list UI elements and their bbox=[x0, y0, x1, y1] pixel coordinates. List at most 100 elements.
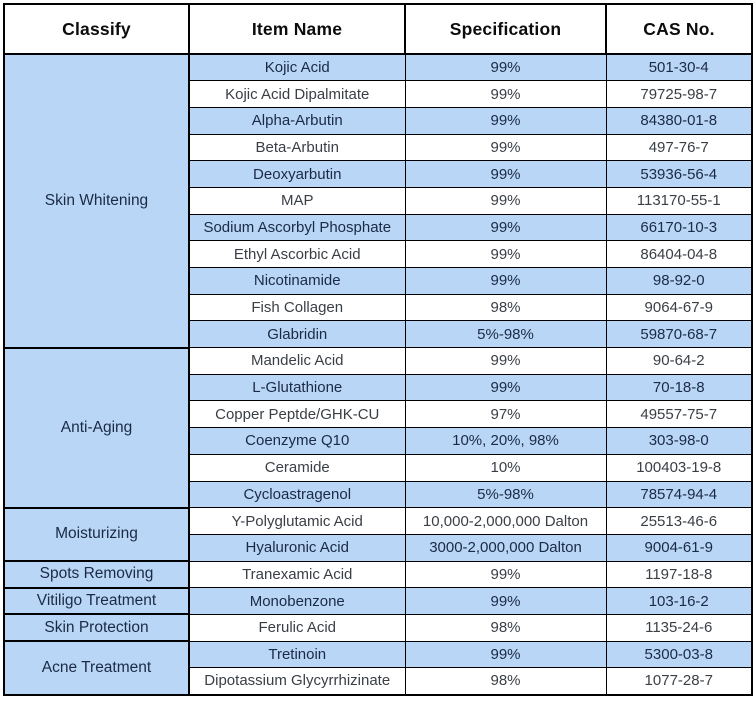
cas-number-cell: 497-76-7 bbox=[605, 133, 753, 162]
cas-number-cell: 86404-04-8 bbox=[605, 240, 753, 268]
item-name-cell: Coenzyme Q10 bbox=[188, 427, 406, 455]
item-name-cell: Ethyl Ascorbic Acid bbox=[188, 240, 406, 268]
item-name-cell: Ferulic Acid bbox=[188, 613, 406, 642]
item-name-cell: L-Glutathione bbox=[188, 373, 406, 402]
specification-cell: 99% bbox=[404, 560, 607, 589]
item-name-cell: Glabridin bbox=[188, 320, 406, 349]
item-name-cell: Hyaluronic Acid bbox=[188, 533, 406, 562]
specification-cell: 97% bbox=[404, 400, 607, 429]
cas-number-cell: 100403-19-8 bbox=[605, 453, 753, 482]
column-header-cas-no: CAS No. bbox=[605, 3, 753, 55]
item-name-cell: Y-Polyglutamic Acid bbox=[188, 507, 406, 535]
specification-cell: 5%-98% bbox=[404, 480, 607, 509]
table-row: Ceramide 10% 100403-19-8 bbox=[4, 453, 753, 482]
item-name-cell: MAP bbox=[188, 186, 406, 215]
item-name-cell: Dipotassium Glycyrrhizinate bbox=[188, 667, 406, 695]
item-name-cell: Mandelic Acid bbox=[188, 347, 406, 375]
column-header-classify: Classify bbox=[3, 3, 190, 55]
table-row: Moisturizing Y-Polyglutamic Acid 10,000-2,… bbox=[3, 506, 753, 563]
cas-number-cell: 90-64-2 bbox=[605, 347, 753, 375]
table-row: Skin Whitening Kojic Acid 99% 501-30-4 bbox=[3, 53, 753, 349]
classify-cell-moisturizing: Moisturizing bbox=[3, 506, 190, 563]
cas-number-cell: 59870-68-7 bbox=[605, 320, 753, 349]
specification-cell: 98% bbox=[404, 667, 607, 695]
classify-cell-acne-treatment: Acne Treatment bbox=[3, 640, 190, 696]
cas-number-cell: 25513-46-6 bbox=[605, 507, 753, 535]
specification-cell: 99% bbox=[404, 587, 607, 615]
item-name-cell: Tranexamic Acid bbox=[188, 560, 406, 589]
item-name-cell: Ceramide bbox=[188, 453, 406, 482]
specification-cell: 5%-98% bbox=[404, 320, 607, 349]
cas-number-cell: 103-16-2 bbox=[605, 587, 753, 615]
item-name-cell: Nicotinamide bbox=[188, 267, 406, 295]
classify-cell-anti-aging: Anti-Aging bbox=[3, 346, 190, 509]
item-name-cell: Deoxyarbutin bbox=[188, 160, 406, 188]
table-row: Copper Peptde/GHK-CU 97% 49557-75-7 bbox=[4, 400, 753, 429]
item-name-cell: Beta-Arbutin bbox=[188, 133, 406, 162]
table-row: Glabridin 5%-98% 59870-68-7 bbox=[4, 320, 753, 349]
specification-cell: 10% bbox=[404, 453, 607, 482]
classify-cell-skin-protection: Skin Protection bbox=[3, 613, 190, 643]
table-body: Skin Whitening Kojic Acid 99% 501-30-4 Kojic… bbox=[3, 53, 753, 696]
classify-cell-vitiligo-treatment: Vitiligo Treatment bbox=[3, 586, 190, 616]
cas-number-cell: 1077-28-7 bbox=[605, 667, 753, 695]
cas-number-cell: 53936-56-4 bbox=[605, 160, 753, 188]
cas-number-cell: 303-98-0 bbox=[605, 427, 753, 455]
cas-number-cell: 70-18-8 bbox=[605, 373, 753, 402]
specification-cell: 99% bbox=[404, 160, 607, 188]
item-name-cell: Copper Peptde/GHK-CU bbox=[188, 400, 406, 429]
table-row: Coenzyme Q10 10%, 20%, 98% 303-98-0 bbox=[4, 427, 753, 455]
table-row: Skin Protection Ferulic Acid 98% 1135-24-6 bbox=[3, 613, 753, 643]
specification-cell: 99% bbox=[404, 347, 607, 375]
cas-number-cell: 1135-24-6 bbox=[605, 613, 753, 642]
table-row: Deoxyarbutin 99% 53936-56-4 bbox=[4, 160, 753, 188]
table-row: Alpha-Arbutin 99% 84380-01-8 bbox=[4, 106, 753, 135]
specification-cell: 10%, 20%, 98% bbox=[404, 427, 607, 455]
table-row: L-Glutathione 99% 70-18-8 bbox=[4, 373, 753, 402]
specification-cell: 99% bbox=[404, 106, 607, 135]
table-row: Spots Removing Tranexamic Acid 99% 1197-18-… bbox=[3, 560, 753, 589]
table-row: Nicotinamide 99% 98-92-0 bbox=[4, 267, 753, 295]
cas-number-cell: 5300-03-8 bbox=[605, 640, 753, 669]
specification-cell: 99% bbox=[404, 80, 607, 108]
table-row: Fish Collagen 98% 9064-67-9 bbox=[4, 293, 753, 322]
specification-cell: 99% bbox=[404, 267, 607, 295]
classify-cell-skin-whitening: Skin Whitening bbox=[3, 53, 190, 349]
specification-cell: 3000-2,000,000 Dalton bbox=[404, 533, 607, 562]
table-row: Dipotassium Glycyrrhizinate 98% 1077-28-7 bbox=[4, 667, 753, 695]
specification-cell: 99% bbox=[404, 186, 607, 215]
specification-cell: 99% bbox=[404, 133, 607, 162]
cas-number-cell: 66170-10-3 bbox=[605, 213, 753, 242]
cas-number-cell: 49557-75-7 bbox=[605, 400, 753, 429]
table-row: Kojic Acid Dipalmitate 99% 79725-98-7 bbox=[4, 80, 753, 108]
cas-number-cell: 84380-01-8 bbox=[605, 106, 753, 135]
cas-number-cell: 113170-55-1 bbox=[605, 186, 753, 215]
cas-number-cell: 501-30-4 bbox=[605, 53, 753, 82]
specification-cell: 98% bbox=[404, 613, 607, 642]
cas-number-cell: 98-92-0 bbox=[605, 267, 753, 295]
cas-number-cell: 9004-61-9 bbox=[605, 533, 753, 562]
table-row: Hyaluronic Acid 3000-2,000,000 Dalton 9004… bbox=[4, 533, 753, 562]
specification-cell: 10,000-2,000,000 Dalton bbox=[404, 507, 607, 535]
item-name-cell: Monobenzone bbox=[188, 587, 406, 615]
specification-cell: 99% bbox=[404, 373, 607, 402]
table-row: Beta-Arbutin 99% 497-76-7 bbox=[4, 133, 753, 162]
item-name-cell: Fish Collagen bbox=[188, 293, 406, 322]
specification-cell: 99% bbox=[404, 640, 607, 669]
item-name-cell: Cycloastragenol bbox=[188, 480, 406, 509]
cas-number-cell: 1197-18-8 bbox=[605, 560, 753, 589]
specification-cell: 99% bbox=[404, 53, 607, 82]
table-header: Classify Item Name Specification CAS No. bbox=[3, 3, 753, 55]
cas-number-cell: 78574-94-4 bbox=[605, 480, 753, 509]
table-row: Vitiligo Treatment Monobenzone 99% 103-16-2 bbox=[3, 586, 753, 616]
table-row: Ethyl Ascorbic Acid 99% 86404-04-8 bbox=[4, 240, 753, 268]
item-name-cell: Sodium Ascorbyl Phosphate bbox=[188, 213, 406, 242]
specification-cell: 99% bbox=[404, 240, 607, 268]
table-row: Anti-Aging Mandelic Acid 99% 90-64-2 bbox=[3, 346, 753, 509]
column-header-specification: Specification bbox=[404, 3, 607, 55]
column-header-item-name: Item Name bbox=[188, 3, 406, 55]
classify-cell-spots-removing: Spots Removing bbox=[3, 560, 190, 589]
product-spec-table: Classify Item Name Specification CAS No.… bbox=[3, 3, 753, 696]
table-row: Acne Treatment Tretinoin 99% 5300-03-8 bbox=[3, 640, 753, 696]
